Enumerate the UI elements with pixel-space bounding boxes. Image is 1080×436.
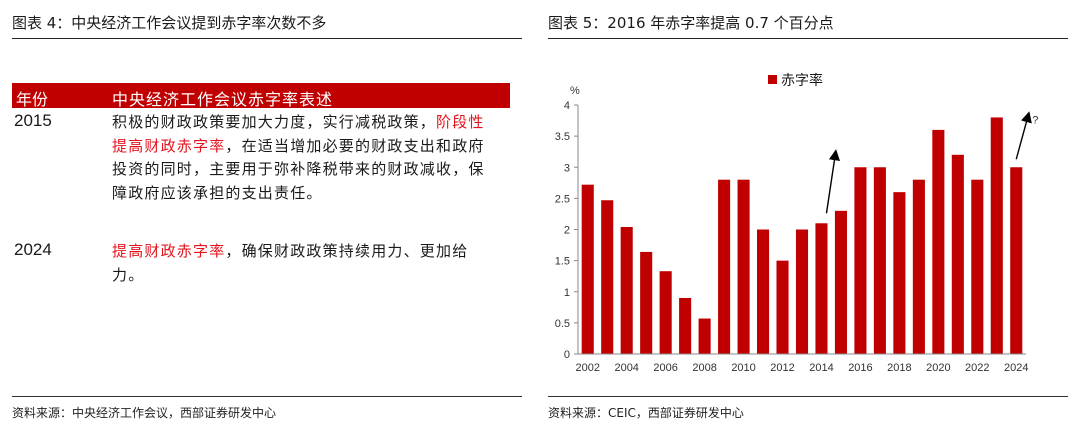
bar-2020	[932, 129, 945, 354]
y-tick-label: 3	[564, 162, 570, 174]
x-tick-label: 2022	[965, 362, 989, 374]
y-tick-label: 0	[564, 349, 570, 361]
bar-2009	[718, 179, 731, 354]
title-divider	[548, 38, 1068, 39]
bar-2016	[854, 167, 867, 354]
y-tick-label: 1.5	[555, 256, 570, 268]
y-tick-label: 4	[564, 100, 570, 112]
figure-5-title: 图表 5：2016 年赤字率提高 0.7 个百分点	[548, 14, 834, 32]
x-tick-label: 2012	[770, 362, 794, 374]
header-description: 中央经济工作会议赤字率表述	[112, 90, 334, 109]
title-divider	[12, 38, 522, 39]
bar-2004	[620, 227, 633, 354]
x-tick-label: 2004	[614, 362, 638, 374]
text-segment: 积极的财政政策要加大力度，实行减税政策，	[112, 113, 437, 131]
bar-2023	[990, 117, 1003, 354]
bar-2012	[776, 260, 789, 354]
x-tick-label: 2008	[692, 362, 716, 374]
bar-2002	[581, 184, 594, 354]
bar-series	[581, 117, 1023, 354]
figure-4-source: 资料来源：中央经济工作会议，西部证券研发中心	[12, 406, 277, 420]
bar-2017	[873, 167, 886, 354]
left-panel: 图表 4：中央经济工作会议提到赤字率次数不多 年份 中央经济工作会议赤字率表述 …	[12, 0, 522, 436]
row-text: 提高财政赤字率，确保财政政策持续用力、更加给力。	[112, 240, 497, 287]
x-tick-label: 2014	[809, 362, 833, 374]
figure-4-title: 图表 4：中央经济工作会议提到赤字率次数不多	[12, 14, 327, 32]
y-tick-label: 2	[564, 225, 570, 237]
bar-2019	[912, 179, 925, 354]
bar-2010	[737, 179, 750, 354]
trend-arrow-2024-icon	[1015, 111, 1032, 160]
bar-2024	[1010, 167, 1023, 354]
chart-legend: 赤字率	[768, 72, 823, 89]
row-text: 积极的财政政策要加大力度，实行减税政策，阶段性提高财政赤字率，在适当增加必要的财…	[112, 111, 497, 205]
source-divider	[12, 396, 522, 397]
x-tick-label: 2024	[1004, 362, 1028, 374]
chart-annotations: ?	[825, 111, 1038, 214]
bar-2006	[659, 271, 672, 354]
bar-2013	[795, 229, 809, 354]
bar-2022	[971, 179, 984, 354]
legend-swatch	[768, 75, 777, 84]
x-tick-label: 2006	[653, 362, 677, 374]
bar-2015	[834, 210, 847, 354]
x-tick-label: 2018	[887, 362, 911, 374]
highlighted-text: 提高财政赤字率	[112, 242, 226, 260]
bar-2018	[893, 192, 906, 354]
bar-2008	[698, 318, 711, 354]
row-year: 2015	[14, 111, 52, 130]
bar-2011	[757, 229, 770, 354]
row-year: 2024	[14, 240, 52, 259]
bar-2021	[951, 154, 964, 354]
y-tick-label: 1	[564, 287, 570, 299]
figure-5-source: 资料来源：CEIC，西部证券研发中心	[548, 406, 744, 420]
y-axis-unit: %	[570, 85, 580, 97]
trend-arrow-2015-icon	[825, 149, 840, 214]
x-tick-label: 2010	[731, 362, 755, 374]
source-divider	[548, 396, 1068, 397]
bar-2014	[815, 223, 828, 354]
right-panel: 图表 5：2016 年赤字率提高 0.7 个百分点 赤字率 % 0 0.5 1 1.5…	[548, 0, 1068, 436]
highlighted-text: 阶段性提高财政赤字率	[112, 113, 485, 155]
bar-2003	[601, 200, 614, 354]
text-segment: ，在适当增加必要的财政支出和政府投资的同时，主要用于弥补降税带来的财政减收，保障…	[112, 136, 485, 202]
text-segment: ，确保财政政策持续用力、更加给力。	[112, 242, 469, 284]
x-tick-label: 2016	[848, 362, 872, 374]
legend-label: 赤字率	[781, 72, 823, 89]
bar-2007	[679, 297, 692, 354]
y-tick-label: 2.5	[555, 193, 570, 205]
y-tick-label: 3.5	[555, 131, 570, 143]
x-axis: 2002 2004 2006 2008 2010 2012 2014 2016 2018 2020…	[575, 353, 1029, 374]
y-axis: 0 0.5 1 1.5 2 2.5 3 3.5 4	[555, 100, 579, 361]
deficit-rate-chart: 赤字率 % 0 0.5 1 1.5 2 2.5 3 3.5 4 2002 2004 2006 2008…	[555, 72, 1039, 374]
x-tick-label: 2020	[926, 362, 950, 374]
header-year: 年份	[16, 90, 49, 109]
y-tick-label: 0.5	[555, 318, 570, 330]
bar-2005	[640, 251, 653, 354]
annotation-question-mark: ?	[1032, 114, 1038, 126]
table-header: 年份 中央经济工作会议赤字率表述	[12, 83, 510, 109]
x-tick-label: 2002	[575, 362, 599, 374]
